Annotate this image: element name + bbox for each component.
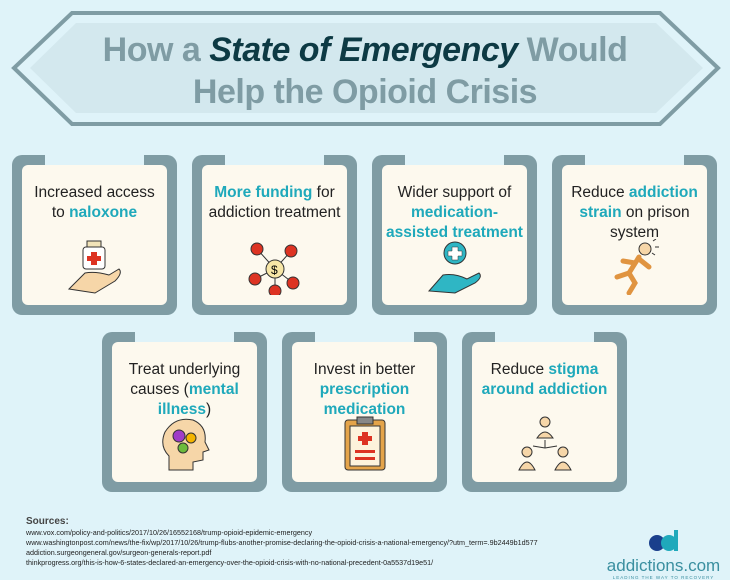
card-2: More funding for addiction treatment $ [192, 155, 357, 315]
card-body: More funding for addiction treatment $ [202, 165, 347, 305]
title-banner [11, 11, 721, 126]
card-text: Treat underlying causes (mental illness) [128, 361, 241, 418]
hand-medical-cross-icon [427, 241, 481, 294]
people-network-icon [517, 416, 572, 471]
card-body: Reduce addiction strain on prison system [562, 165, 707, 305]
money-network-icon: $ [248, 242, 299, 295]
card-7: Reduce stigma around addiction [462, 332, 627, 492]
card-notch [45, 155, 144, 165]
card-4: Reduce addiction strain on prison system [552, 155, 717, 315]
card-notch [405, 155, 504, 165]
logo: addictions.com LEADING THE WAY TO RECOVE… [606, 530, 721, 580]
card-3: Wider support of medication-assisted tre… [372, 155, 537, 315]
card-text: More funding for addiction treatment [208, 184, 341, 221]
card-text: Reduce stigma around addiction [481, 361, 608, 398]
card-notch [315, 332, 414, 342]
source-link[interactable]: www.vox.com/policy-and-politics/2017/10/… [26, 528, 313, 537]
head-gears-icon [161, 418, 210, 471]
source-link[interactable]: www.washingtonpost.com/news/the-fix/wp/2… [26, 538, 538, 547]
card-body: Treat underlying causes (mental illness) [112, 342, 257, 482]
source-link[interactable]: thinkprogress.org/this-is-how-6-states-d… [26, 558, 434, 567]
hand-medicine-bottle-icon [67, 240, 121, 294]
page-title-line2: Help the Opioid Crisis [192, 73, 538, 111]
card-1: Increased access to naloxone [12, 155, 177, 315]
card-body: Increased access to naloxone [22, 165, 167, 305]
logo-mark-icon [648, 530, 678, 551]
card-text: Reduce addiction strain on prison system [571, 184, 698, 241]
card-notch [135, 332, 234, 342]
card-body: Wider support of medication-assisted tre… [382, 165, 527, 305]
card-6: Invest in better prescription medication [282, 332, 447, 492]
card-text: Wider support of medication-assisted tre… [386, 184, 523, 241]
card-body: Reduce stigma around addiction [472, 342, 617, 482]
card-body: Invest in better prescription medication [292, 342, 437, 482]
clipboard-prescription-icon [344, 416, 385, 471]
card-notch [225, 155, 324, 165]
sources: Sources: www.vox.com/policy-and-politics… [26, 515, 538, 568]
page-title: How a State of Emergency Would [102, 31, 628, 69]
card-notch [585, 155, 684, 165]
card-text: Increased access to naloxone [34, 184, 155, 221]
card-notch [495, 332, 594, 342]
source-link[interactable]: addiction.surgeongeneral.gov/surgeon-gen… [26, 548, 212, 557]
running-person-icon [614, 239, 659, 295]
svg-text:$: $ [271, 263, 278, 277]
card-text: Invest in better prescription medication [313, 361, 416, 418]
sources-heading: Sources: [26, 516, 69, 527]
card-5: Treat underlying causes (mental illness) [102, 332, 267, 492]
